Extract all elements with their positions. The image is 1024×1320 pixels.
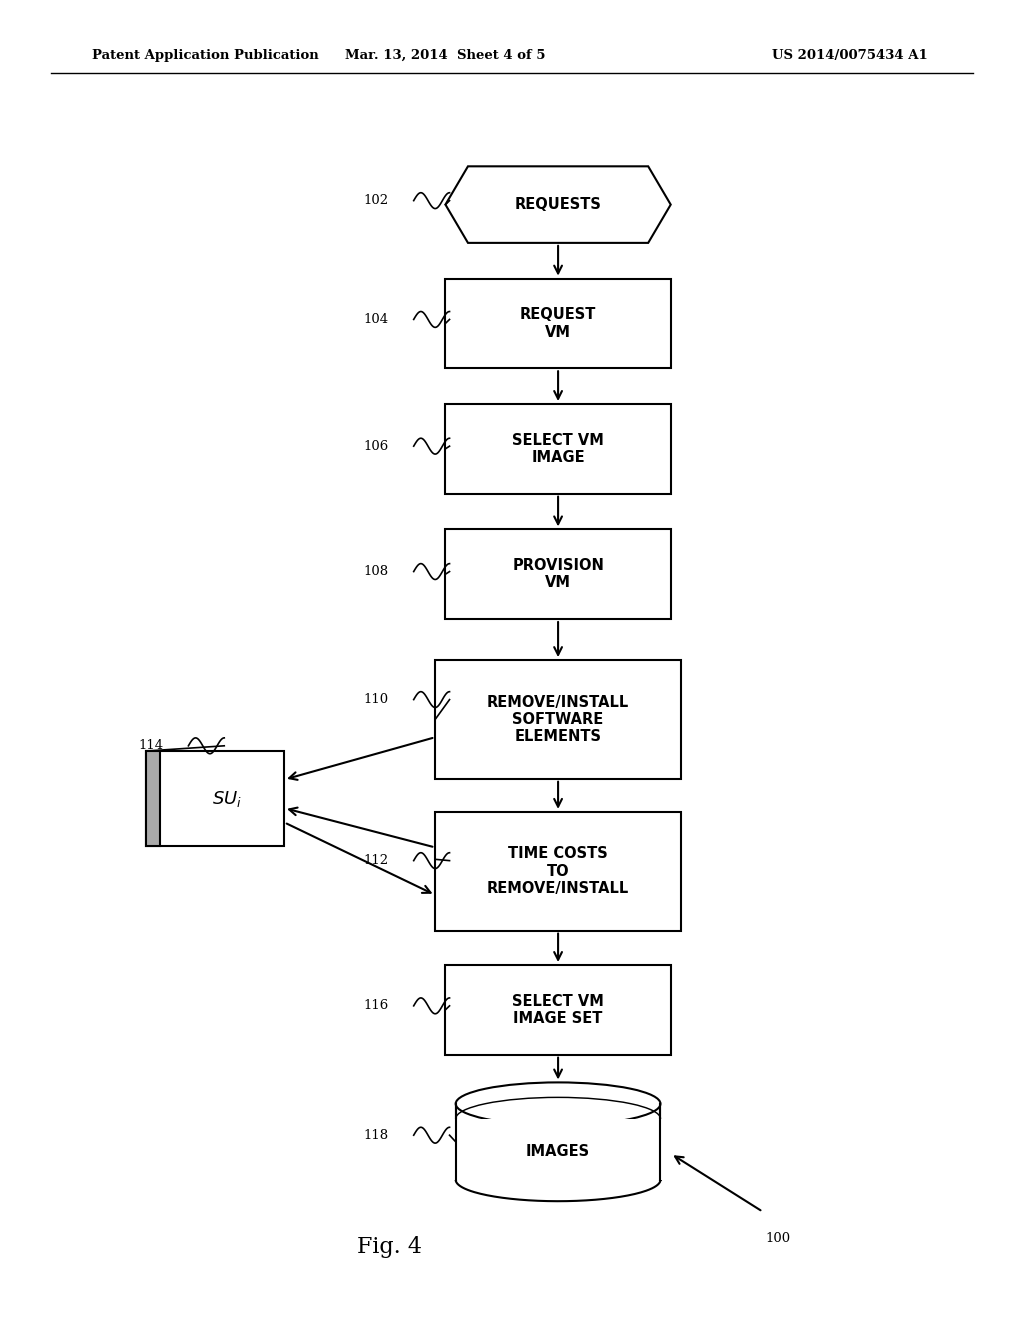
Text: REMOVE/INSTALL
SOFTWARE
ELEMENTS: REMOVE/INSTALL SOFTWARE ELEMENTS: [487, 694, 629, 744]
Bar: [145, 751, 284, 846]
Text: US 2014/0075434 A1: US 2014/0075434 A1: [772, 49, 928, 62]
Text: 116: 116: [364, 999, 389, 1012]
Text: SELECT VM
IMAGE: SELECT VM IMAGE: [512, 433, 604, 465]
Text: 114: 114: [138, 739, 164, 752]
Bar: [435, 660, 681, 779]
Text: Mar. 13, 2014  Sheet 4 of 5: Mar. 13, 2014 Sheet 4 of 5: [345, 49, 546, 62]
Bar: [445, 965, 671, 1055]
Polygon shape: [445, 166, 671, 243]
Text: REQUEST
VM: REQUEST VM: [520, 308, 596, 339]
Text: 102: 102: [364, 194, 389, 207]
Text: REQUESTS: REQUESTS: [515, 197, 601, 213]
Ellipse shape: [456, 1082, 660, 1125]
Text: Patent Application Publication: Patent Application Publication: [92, 49, 318, 62]
Text: 110: 110: [364, 693, 389, 706]
Text: 104: 104: [364, 313, 389, 326]
Text: $SU_i$: $SU_i$: [212, 788, 242, 809]
Text: 108: 108: [364, 565, 389, 578]
Text: 100: 100: [766, 1232, 791, 1245]
Text: TIME COSTS
TO
REMOVE/INSTALL: TIME COSTS TO REMOVE/INSTALL: [487, 846, 629, 896]
Text: 118: 118: [364, 1129, 389, 1142]
Text: SELECT VM
IMAGE SET: SELECT VM IMAGE SET: [512, 994, 604, 1026]
Text: IMAGES: IMAGES: [526, 1144, 590, 1159]
Bar: [445, 529, 671, 619]
Text: Fig. 4: Fig. 4: [356, 1237, 422, 1258]
Bar: [456, 1104, 660, 1180]
Text: 106: 106: [364, 440, 389, 453]
Text: PROVISION
VM: PROVISION VM: [512, 558, 604, 590]
Bar: [445, 404, 671, 494]
Bar: [445, 279, 671, 368]
Bar: [145, 751, 160, 846]
Bar: [435, 812, 681, 931]
Bar: [445, 1119, 671, 1180]
Text: 112: 112: [364, 854, 389, 867]
